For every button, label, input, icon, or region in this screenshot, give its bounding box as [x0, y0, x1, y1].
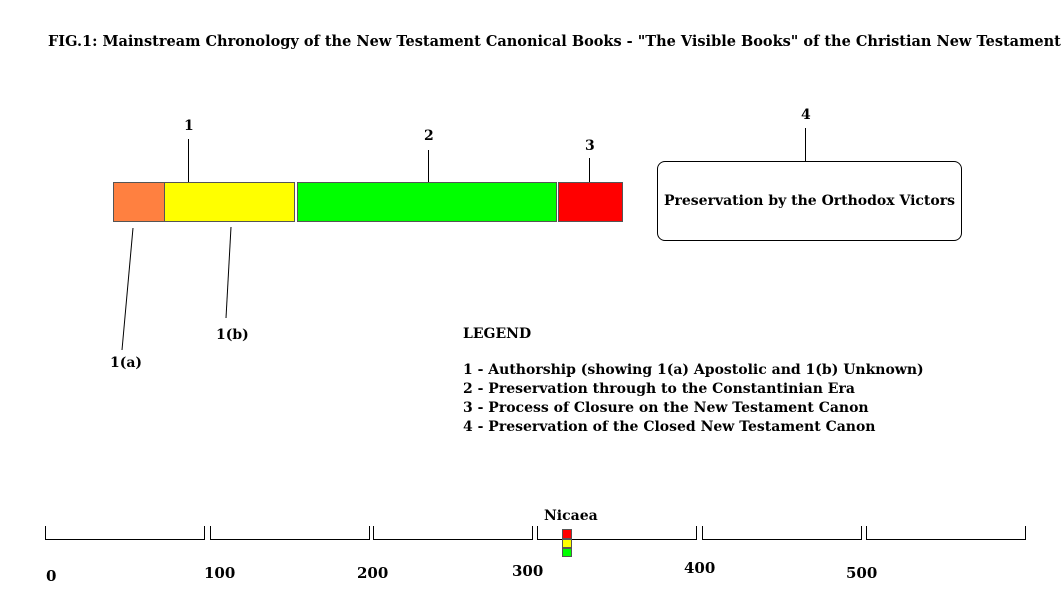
legend-item-3: 3 - Process of Closure on the New Testam… [463, 400, 869, 416]
tick-label-0: 0 [46, 567, 57, 585]
nicaea-label: Nicaea [544, 508, 598, 524]
marker-label-1b: 1(b) [216, 327, 249, 343]
marker-label-2: 2 [424, 128, 434, 144]
legend: LEGEND 1 - Authorship (showing 1(a) Apos… [463, 326, 924, 437]
timeline-segment [537, 526, 697, 540]
timeline-segment [866, 526, 1026, 540]
marker-line-1 [188, 139, 189, 182]
marker-label-1a: 1(a) [110, 355, 143, 371]
legend-item-2: 2 - Preservation through to the Constant… [463, 381, 855, 397]
marker-label-1: 1 [184, 118, 194, 134]
tick-label-100: 100 [204, 564, 236, 582]
timeline-segment [373, 526, 533, 540]
marker-line-2 [428, 150, 429, 182]
tick-label-300: 300 [512, 562, 544, 580]
legend-item-4: 4 - Preservation of the Closed New Testa… [463, 419, 876, 435]
marker-label-4: 4 [801, 107, 811, 123]
marker-line-3 [589, 158, 590, 182]
timeline-segment [702, 526, 862, 540]
phase-bar-2-preservation [297, 182, 557, 222]
tick-label-500: 500 [846, 564, 878, 582]
figure-title: FIG.1: Mainstream Chronology of the New … [48, 33, 1061, 50]
phase-bar-1a-apostolic [113, 182, 165, 222]
timeline-segment [210, 526, 370, 540]
marker-line-4 [805, 128, 806, 161]
nicaea-marker-yellow [562, 539, 572, 548]
connector-1b [225, 226, 232, 319]
tick-label-200: 200 [357, 564, 389, 582]
phase-bar-3-closure [558, 182, 623, 222]
nicaea-marker-red [562, 529, 572, 539]
connector-1a [121, 227, 134, 351]
phase-box-4-orthodox-preservation: Preservation by the Orthodox Victors [657, 161, 962, 241]
legend-title: LEGEND [463, 326, 532, 342]
nicaea-marker-green [562, 548, 572, 557]
phase-box-label: Preservation by the Orthodox Victors [663, 193, 955, 209]
marker-label-3: 3 [585, 138, 595, 154]
legend-item-1: 1 - Authorship (showing 1(a) Apostolic a… [463, 362, 924, 378]
timeline-segment [45, 526, 205, 540]
tick-label-400: 400 [684, 559, 716, 577]
phase-bar-1b-unknown [164, 182, 295, 222]
